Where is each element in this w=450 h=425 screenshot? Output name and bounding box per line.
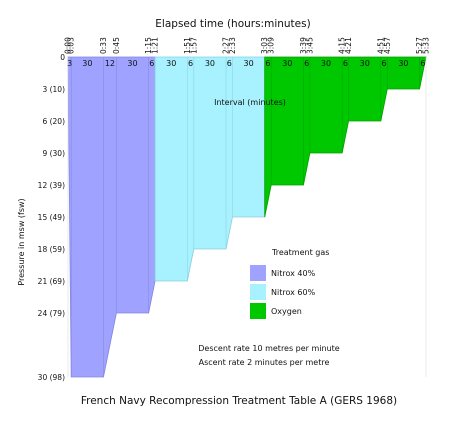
x-tick-label: 1:15 [144, 37, 153, 54]
ascent-note: Ascent rate 2 minutes per metre [199, 358, 330, 367]
x-tick-label: 2:27 [222, 37, 231, 54]
x-tick-label: 1:57 [189, 37, 198, 54]
x-tick-label: 3:03 [260, 37, 269, 54]
legend-label-oxygen: Oxygen [271, 307, 302, 316]
area-nitrox60 [154, 56, 266, 282]
duration-label: 30 [398, 59, 408, 68]
x-tick-label: 1:21 [151, 37, 160, 54]
x-tick-label: 4:21 [344, 37, 353, 54]
y-tick-label: 9 (30) [42, 149, 65, 158]
y-tick-label: 24 (79) [38, 309, 65, 318]
area-nitrox40 [67, 56, 156, 378]
segment-dividers [67, 57, 427, 377]
duration-label: 12 [105, 59, 115, 68]
x-tick-label: 2:33 [228, 37, 237, 54]
y-tick-label: 12 (39) [38, 181, 65, 190]
x-tick-label: 3:09 [267, 37, 276, 54]
x-tick-label: 0:45 [112, 37, 121, 54]
duration-labels: 3 30 12 30 6 30 6 30 6 30 6 30 6 30 6 30 6 30 6 [67, 59, 425, 68]
x-tick-label: 0:03 [67, 37, 76, 54]
legend-title: Treatment gas [271, 248, 329, 257]
duration-label: 30 [205, 59, 215, 68]
legend-swatch-nitrox40 [250, 265, 266, 281]
duration-label: 30 [321, 59, 331, 68]
interval-annotation: Interval (minutes) [214, 98, 286, 107]
x-tick-label: 5:27 [415, 37, 424, 54]
x-tick-label: 1:51 [183, 37, 192, 54]
x-tick-label: 0:33 [99, 37, 108, 54]
x-tick-label: 5:33 [422, 37, 431, 54]
legend-label-nitrox60: Nitrox 60% [271, 288, 316, 297]
y-tick-label: 15 (49) [38, 213, 65, 222]
duration-label: 30 [166, 59, 176, 68]
descent-note: Descent rate 10 metres per minute [198, 344, 340, 353]
duration-label: 6 [265, 59, 270, 68]
duration-label: 30 [244, 59, 254, 68]
y-axis-title: Pressure in msw (fsw) [17, 198, 26, 285]
profile-areas [67, 56, 427, 378]
legend-swatch-oxygen [250, 303, 266, 319]
x-tick-label: 0:00 [64, 37, 73, 54]
y-tick-label: 0 [60, 53, 65, 62]
duration-label: 3 [67, 59, 72, 68]
legend-swatch-nitrox60 [250, 284, 266, 300]
duration-label: 6 [227, 59, 232, 68]
duration-label: 6 [188, 59, 193, 68]
area-oxygen [264, 56, 427, 218]
duration-label: 6 [420, 59, 425, 68]
y-tick-label: 6 (20) [42, 117, 65, 126]
y-tick-labels: 0 3 (10) 6 (20) 9 (30) 12 (39) 15 (49) 18 (59)… [38, 53, 66, 382]
chart-title: French Navy Recompression Treatment Tabl… [81, 395, 397, 407]
duration-label: 30 [82, 59, 92, 68]
x-tick-label: 3:39 [299, 37, 308, 54]
y-tick-label: 3 (10) [42, 85, 65, 94]
duration-label: 30 [282, 59, 292, 68]
duration-label: 6 [382, 59, 387, 68]
legend-label-nitrox40: Nitrox 40% [271, 269, 316, 278]
y-tick-label: 21 (69) [38, 277, 65, 286]
duration-label: 6 [343, 59, 348, 68]
y-tick-label: 30 (98) [38, 373, 65, 382]
duration-label: 30 [127, 59, 137, 68]
x-tick-label: 4:15 [338, 37, 347, 54]
duration-label: 6 [304, 59, 309, 68]
x-tick-label: 3:45 [305, 37, 314, 54]
x-tick-labels: 0:000:03 0:33 0:45 1:151:21 1:511:57 2:272:33… [64, 37, 431, 54]
legend: Treatment gas Nitrox 40% Nitrox 60% Oxyg… [250, 248, 329, 319]
duration-label: 6 [149, 59, 154, 68]
x-tick-label: 4:57 [383, 37, 392, 54]
x-tick-label: 4:51 [376, 37, 385, 54]
duration-label: 30 [360, 59, 370, 68]
x-axis-title: Elapsed time (hours:minutes) [155, 18, 310, 30]
y-tick-label: 18 (59) [38, 245, 65, 254]
